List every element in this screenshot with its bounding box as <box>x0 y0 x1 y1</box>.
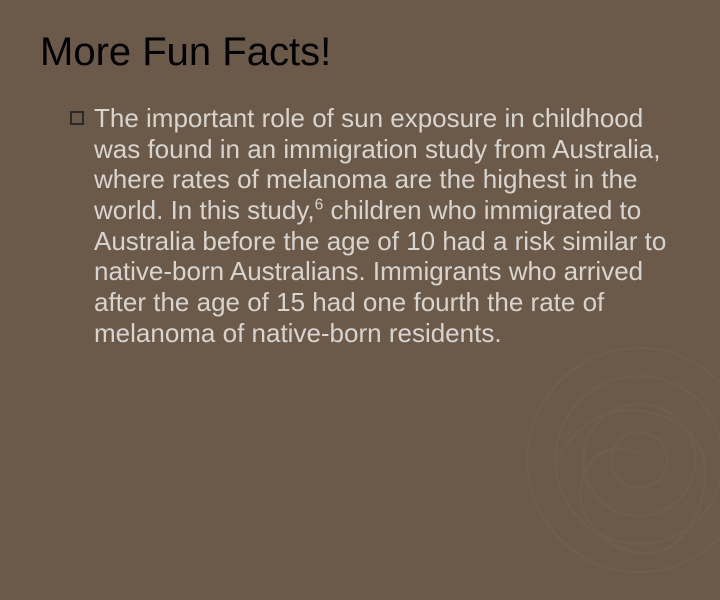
body-text: The important role of sun exposure in ch… <box>94 103 670 348</box>
decorative-swirl-icon <box>500 320 720 600</box>
citation-superscript: 6 <box>315 196 324 213</box>
content-row: The important role of sun exposure in ch… <box>40 103 670 348</box>
bullet-square-icon <box>70 111 84 125</box>
slide-title: More Fun Facts! <box>40 30 670 75</box>
